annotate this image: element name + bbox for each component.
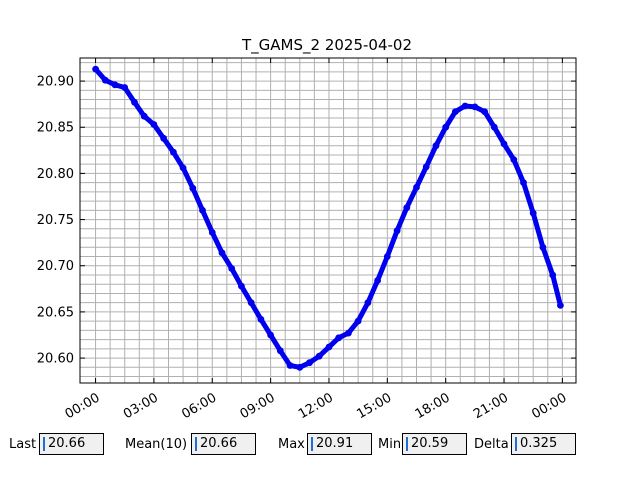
time-series-chart: T_GAMS_2 2025-04-02 20.60 20.65 20.70 20.75… (37, 36, 577, 422)
data-point (471, 103, 479, 111)
mean-value-field: 20.66 (191, 433, 256, 455)
data-point (121, 84, 129, 91)
y-tick-label: 20.80 (37, 167, 74, 182)
x-tick-label: 09:00 (238, 390, 278, 422)
y-tick-label: 20.65 (37, 305, 74, 320)
data-point (393, 227, 401, 235)
data-point (140, 112, 148, 120)
x-tick-label: 18:00 (413, 390, 453, 422)
data-point (131, 98, 138, 106)
x-tick-label: 12:00 (296, 390, 336, 422)
data-point (228, 265, 236, 272)
data-point (529, 209, 537, 217)
series-line (93, 66, 563, 370)
grid (80, 58, 576, 383)
data-point (101, 76, 109, 84)
data-point (557, 302, 564, 309)
data-point (481, 108, 488, 115)
x-tick-label: 00:00 (529, 390, 569, 422)
x-tick-label: 06:00 (179, 390, 219, 422)
data-point (208, 229, 216, 236)
data-point (403, 204, 411, 212)
data-point (325, 343, 333, 351)
data-point (92, 65, 99, 73)
mean-label: Mean(10) (125, 437, 188, 452)
data-point (170, 148, 177, 156)
data-point (218, 249, 226, 257)
data-point (315, 352, 323, 360)
x-tick-label: 15:00 (354, 390, 394, 422)
data-point (520, 179, 527, 187)
data-point (452, 108, 459, 115)
data-point (267, 331, 274, 339)
data-point (276, 347, 284, 355)
data-point (160, 134, 168, 142)
data-point (490, 123, 498, 131)
y-tick-label: 20.90 (37, 75, 74, 90)
data-point (296, 363, 304, 371)
data-point (150, 121, 158, 128)
chart-title: T_GAMS_2 2025-04-02 (241, 36, 412, 55)
data-point (413, 183, 420, 191)
y-tick-label: 20.85 (37, 121, 74, 136)
delta-value-field: 0.325 (511, 433, 576, 455)
y-tick-label: 20.75 (37, 213, 74, 228)
data-point (374, 277, 381, 284)
data-point (199, 206, 206, 214)
data-point (549, 271, 557, 279)
y-tick-label: 20.70 (37, 259, 74, 274)
y-axis: 20.60 20.65 20.70 20.75 20.80 20.85 20.90 (37, 75, 576, 367)
plot-area-frame (79, 57, 577, 384)
data-point (383, 253, 391, 260)
x-tick-label: 00:00 (63, 390, 103, 422)
data-point (510, 156, 518, 164)
data-point (345, 329, 352, 337)
data-point (179, 164, 187, 172)
data-point (432, 142, 440, 150)
last-value-field: 20.66 (39, 433, 104, 455)
x-tick-label: 03:00 (121, 390, 161, 422)
data-point (247, 299, 255, 307)
last-label: Last (9, 437, 37, 452)
data-point (461, 102, 469, 110)
data-point (286, 362, 294, 369)
data-point (539, 243, 547, 251)
data-point (422, 163, 430, 171)
max-value-field: 20.91 (307, 433, 372, 455)
data-point (364, 299, 372, 307)
data-point (257, 315, 265, 323)
data-series (92, 65, 564, 371)
data-point (354, 317, 362, 325)
data-point (442, 123, 450, 131)
max-label: Max (278, 437, 305, 452)
data-point (335, 334, 343, 342)
x-tick-label: 21:00 (471, 390, 511, 422)
delta-label: Delta (474, 437, 509, 452)
data-point (189, 184, 197, 192)
min-label: Min (378, 437, 402, 452)
data-point (306, 359, 313, 367)
data-point (500, 140, 508, 148)
y-tick-label: 20.60 (37, 352, 74, 367)
data-point (238, 282, 245, 290)
min-value-field: 20.59 (402, 433, 467, 455)
data-point (111, 81, 119, 89)
